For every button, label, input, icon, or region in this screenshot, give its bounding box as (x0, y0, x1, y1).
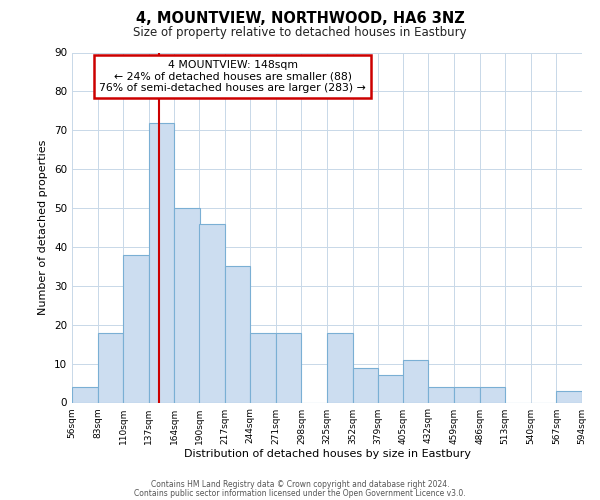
Bar (123, 254, 149, 402)
Bar (276, 332, 301, 402)
Bar (224, 266, 250, 402)
Bar (98, 332, 123, 402)
Bar (327, 332, 353, 402)
Text: 4 MOUNTVIEW: 148sqm
← 24% of detached houses are smaller (88)
76% of semi-detach: 4 MOUNTVIEW: 148sqm ← 24% of detached ho… (99, 60, 366, 92)
Bar (479, 387, 505, 402)
Text: Contains public sector information licensed under the Open Government Licence v3: Contains public sector information licen… (134, 490, 466, 498)
Text: 4, MOUNTVIEW, NORTHWOOD, HA6 3NZ: 4, MOUNTVIEW, NORTHWOOD, HA6 3NZ (136, 11, 464, 26)
Bar (428, 387, 454, 402)
Bar (199, 224, 224, 402)
Bar (403, 360, 428, 403)
Y-axis label: Number of detached properties: Number of detached properties (38, 140, 49, 315)
Bar (72, 387, 98, 402)
Bar (175, 208, 200, 402)
Bar (556, 391, 582, 402)
X-axis label: Distribution of detached houses by size in Eastbury: Distribution of detached houses by size … (184, 450, 470, 460)
Text: Contains HM Land Registry data © Crown copyright and database right 2024.: Contains HM Land Registry data © Crown c… (151, 480, 449, 489)
Bar (250, 332, 276, 402)
Bar (149, 122, 175, 402)
Text: Size of property relative to detached houses in Eastbury: Size of property relative to detached ho… (133, 26, 467, 39)
Bar (378, 376, 404, 402)
Bar (353, 368, 378, 402)
Bar (454, 387, 479, 402)
